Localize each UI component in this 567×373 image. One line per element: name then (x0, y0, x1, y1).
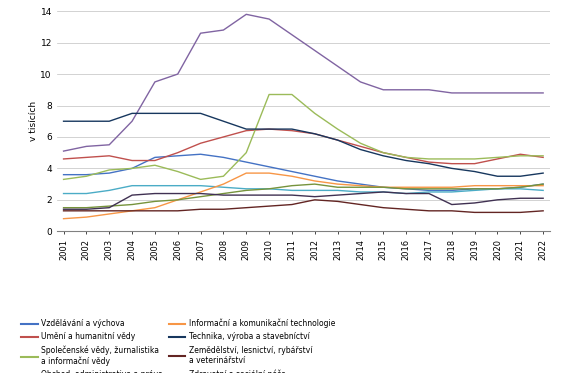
Legend: Vzdělávání a výchova, Umění a humanitní vědy, Společenské vědy, žurnalistika
a i: Vzdělávání a výchova, Umění a humanitní … (21, 319, 335, 373)
Y-axis label: v tisících: v tisících (28, 101, 37, 141)
